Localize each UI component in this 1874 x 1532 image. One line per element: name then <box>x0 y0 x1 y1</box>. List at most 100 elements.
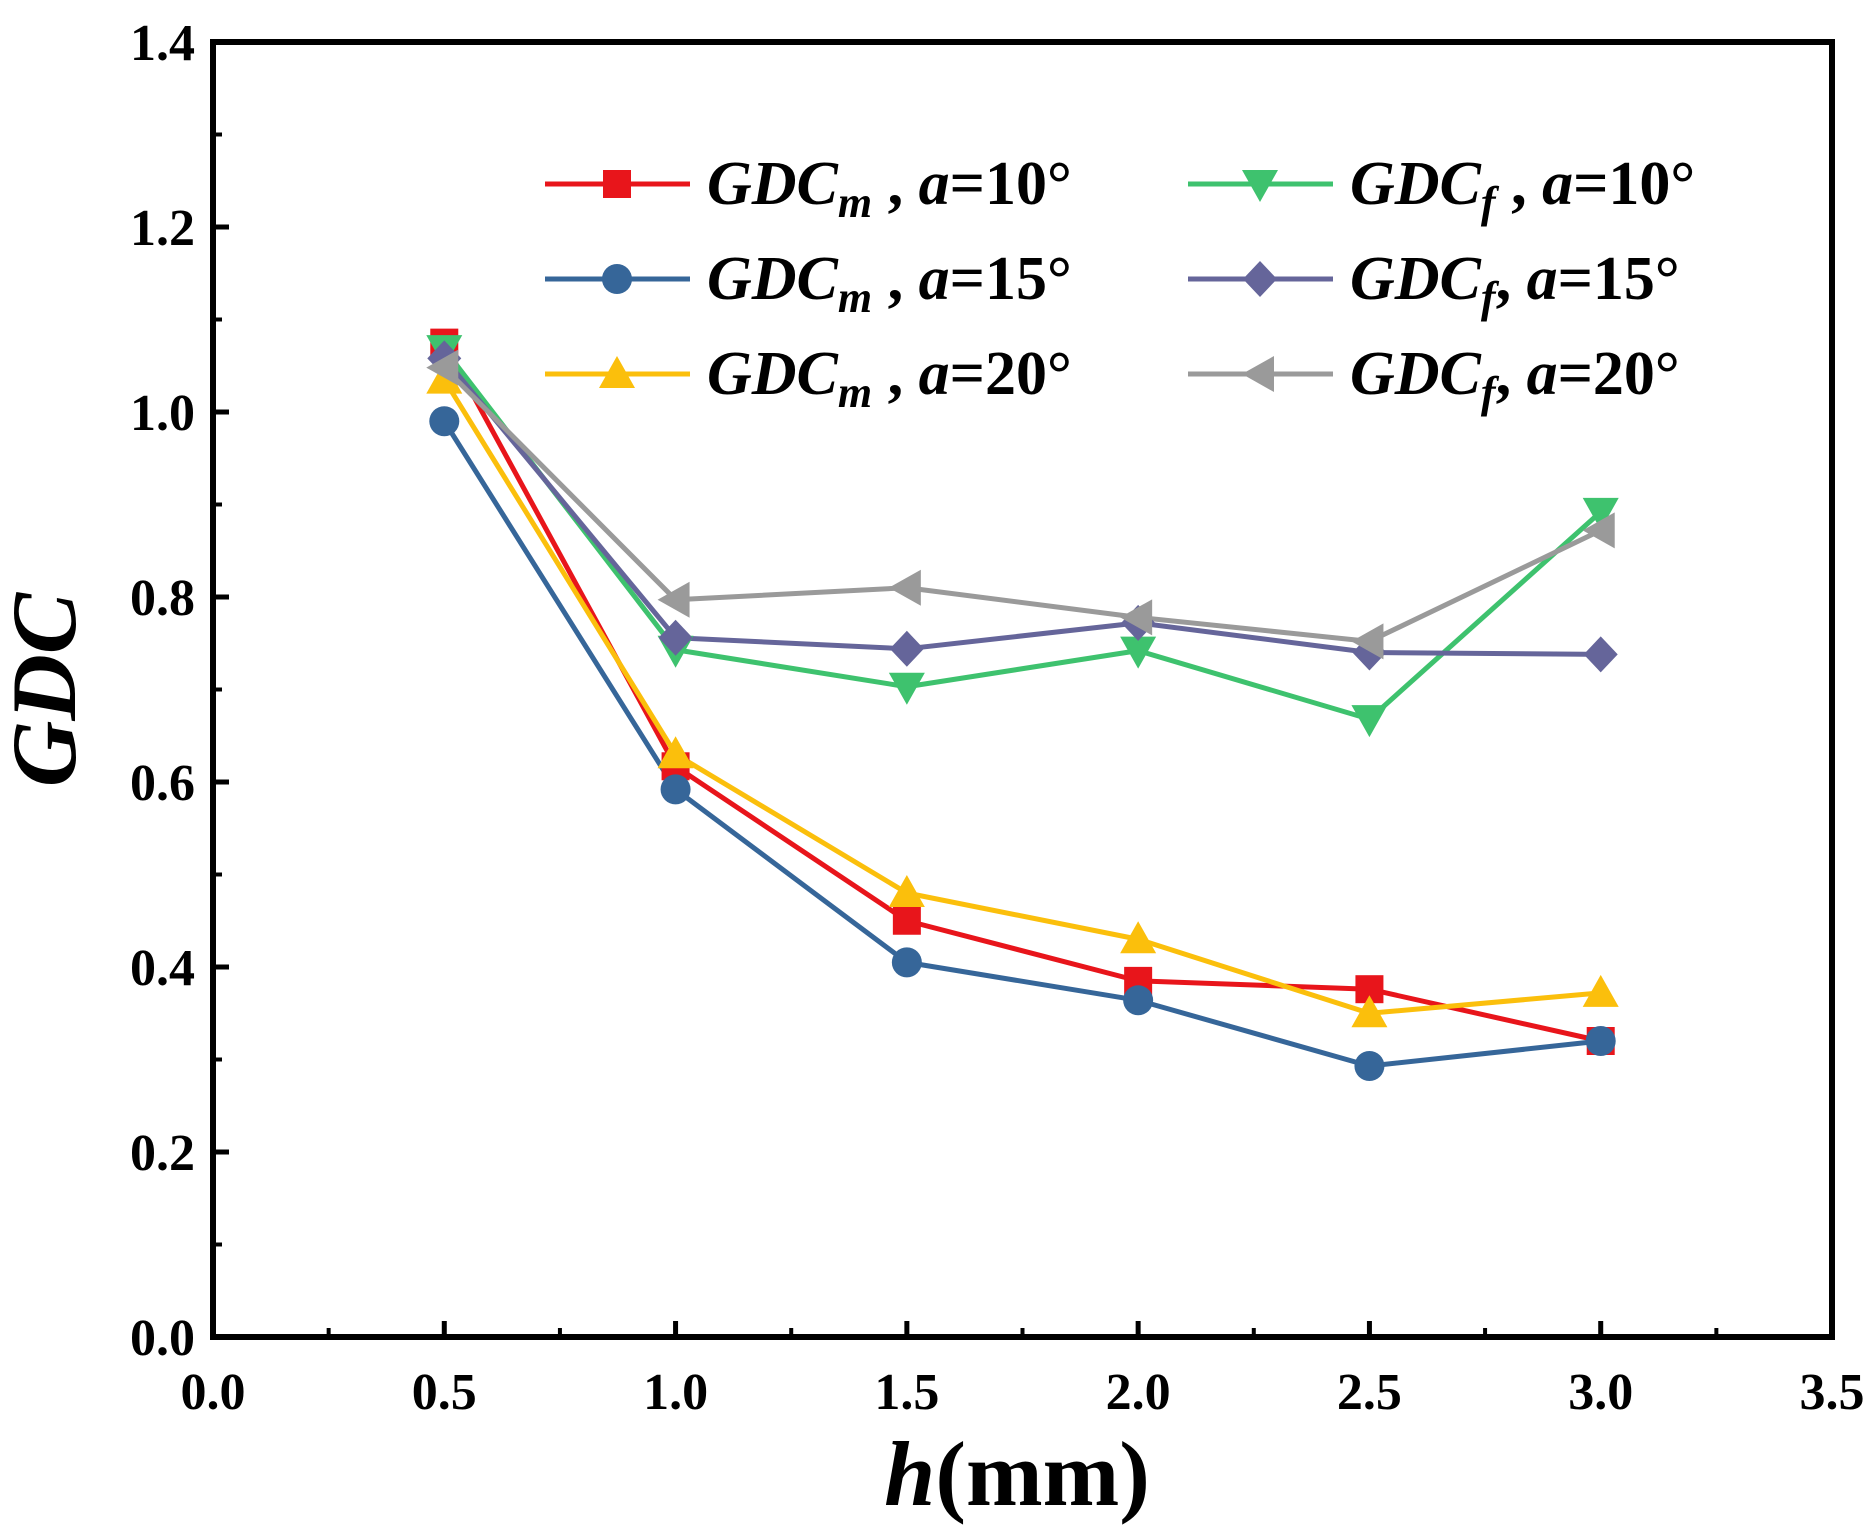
data-point-series-2 <box>888 875 925 907</box>
legend-var: a <box>919 245 950 313</box>
legend-eq: =10° <box>950 150 1072 218</box>
tick-labels: 0.0 0.5 1.0 1.5 2.0 2.5 3.0 3.5 0.0 0.2 0.4 0.6 0.8 1… <box>130 15 1865 1421</box>
data-point-series-2 <box>1582 974 1619 1007</box>
data-point-series-1 <box>1354 1050 1385 1081</box>
legend-eq: =15° <box>1558 245 1680 313</box>
legend-base: GDC <box>707 245 839 313</box>
data-point-series-2 <box>657 736 694 769</box>
legend-marker <box>1242 170 1278 202</box>
y-tick-label: 0.2 <box>130 1125 195 1182</box>
data-point-series-2 <box>1120 921 1157 954</box>
legend-item-4: GDCf, a=15° <box>1188 245 1680 322</box>
x-tick-label: 3.5 <box>1800 1364 1865 1421</box>
legend-var: a <box>1542 150 1573 218</box>
legend-base: GDC <box>1350 245 1482 313</box>
legend-marker <box>602 264 632 294</box>
data-point-series-5 <box>657 581 690 618</box>
data-point-series-3 <box>1120 636 1157 669</box>
legend-sub: m <box>838 178 872 227</box>
data-point-series-5 <box>426 349 459 386</box>
plot-frame <box>210 39 1835 1340</box>
legend-item-3: GDCf , a=10° <box>1188 150 1695 227</box>
legend-base: GDC <box>1350 150 1482 218</box>
legend-label: GDCf, a=15° <box>1350 245 1680 322</box>
legend-item-0: GDCm , a=10° <box>545 150 1072 227</box>
series-line-2 <box>442 378 1601 1016</box>
x-axis-title: h(mm) <box>884 1423 1150 1525</box>
data-point-series-1 <box>891 947 922 978</box>
legend-var: a <box>919 340 950 408</box>
data-point-series-3 <box>1582 497 1619 530</box>
legend-sep: , <box>872 150 919 218</box>
legend: GDCm , a=10°GDCm , a=15°GDCm , a=20°GDCf… <box>545 150 1695 417</box>
data-point-series-0 <box>892 906 921 935</box>
legend-eq: =15° <box>950 245 1072 313</box>
data-point-series-5 <box>1582 512 1615 549</box>
series-line-3 <box>442 347 1603 722</box>
x-tick-label: 3.0 <box>1568 1364 1633 1421</box>
legend-sep: , <box>1496 340 1527 408</box>
legend-eq: =10° <box>1573 150 1695 218</box>
data-point-series-5 <box>1120 599 1153 636</box>
data-point-series-4 <box>658 619 693 656</box>
x-tick-label: 1.0 <box>643 1364 708 1421</box>
legend-marker <box>599 356 635 388</box>
legend-label: GDCf , a=10° <box>1350 150 1695 227</box>
data-point-series-5 <box>1351 623 1384 660</box>
series-markers <box>426 328 1619 1081</box>
x-tick-label: 2.5 <box>1337 1364 1402 1421</box>
x-tick-label: 2.0 <box>1106 1364 1171 1421</box>
data-point-series-1 <box>1585 1026 1616 1056</box>
legend-base: GDC <box>1350 340 1482 408</box>
x-tick-label: 1.5 <box>874 1364 939 1421</box>
series-line-0 <box>442 341 1602 1044</box>
legend-label: GDCm , a=20° <box>707 340 1072 417</box>
legend-sub: m <box>838 368 872 417</box>
data-point-series-3 <box>888 672 925 705</box>
x-axis-title-variable: h <box>884 1423 935 1525</box>
data-point-series-4 <box>1583 636 1618 673</box>
legend-sub: f <box>1481 178 1500 227</box>
legend-marker <box>1243 261 1277 297</box>
y-tick-label: 1.0 <box>130 385 195 442</box>
legend-base: GDC <box>707 340 839 408</box>
x-tick-label: 0.5 <box>412 1364 477 1421</box>
axis-ticks <box>210 39 1835 1340</box>
legend-sub: f <box>1481 273 1500 322</box>
legend-base: GDC <box>707 150 839 218</box>
legend-marker <box>1242 356 1274 392</box>
legend-sep: , <box>872 245 919 313</box>
legend-var: a <box>919 150 950 218</box>
y-tick-label: 1.2 <box>130 200 195 257</box>
legend-item-1: GDCm , a=15° <box>545 245 1072 322</box>
legend-label: GDCm , a=10° <box>707 150 1072 227</box>
series-line-1 <box>442 419 1601 1069</box>
y-tick-label: 1.4 <box>130 15 195 72</box>
legend-label: GDCf, a=20° <box>1350 340 1680 417</box>
y-tick-label: 0.8 <box>130 570 195 627</box>
data-point-series-3 <box>1351 705 1388 738</box>
x-axis-title-unit: (mm) <box>935 1423 1150 1525</box>
data-point-series-1 <box>1123 985 1154 1016</box>
legend-sub: m <box>838 273 872 322</box>
series-lines <box>442 341 1603 1069</box>
legend-item-2: GDCm , a=20° <box>545 340 1072 417</box>
data-point-series-2 <box>1351 995 1388 1028</box>
legend-sub: f <box>1481 368 1500 417</box>
legend-eq: =20° <box>950 340 1072 408</box>
data-point-series-1 <box>429 406 460 437</box>
y-tick-label: 0.6 <box>130 755 195 812</box>
data-point-series-4 <box>889 630 924 667</box>
legend-var: a <box>1527 245 1558 313</box>
y-axis-title: GDC <box>0 591 95 787</box>
y-tick-label: 0.4 <box>130 940 195 997</box>
legend-var: a <box>1527 340 1558 408</box>
legend-item-5: GDCf, a=20° <box>1188 340 1680 417</box>
data-point-series-5 <box>888 569 921 606</box>
legend-eq: =20° <box>1558 340 1680 408</box>
data-point-series-1 <box>660 774 691 805</box>
series-line-4 <box>442 356 1601 657</box>
legend-sep: , <box>1496 245 1527 313</box>
legend-marker <box>603 170 631 198</box>
